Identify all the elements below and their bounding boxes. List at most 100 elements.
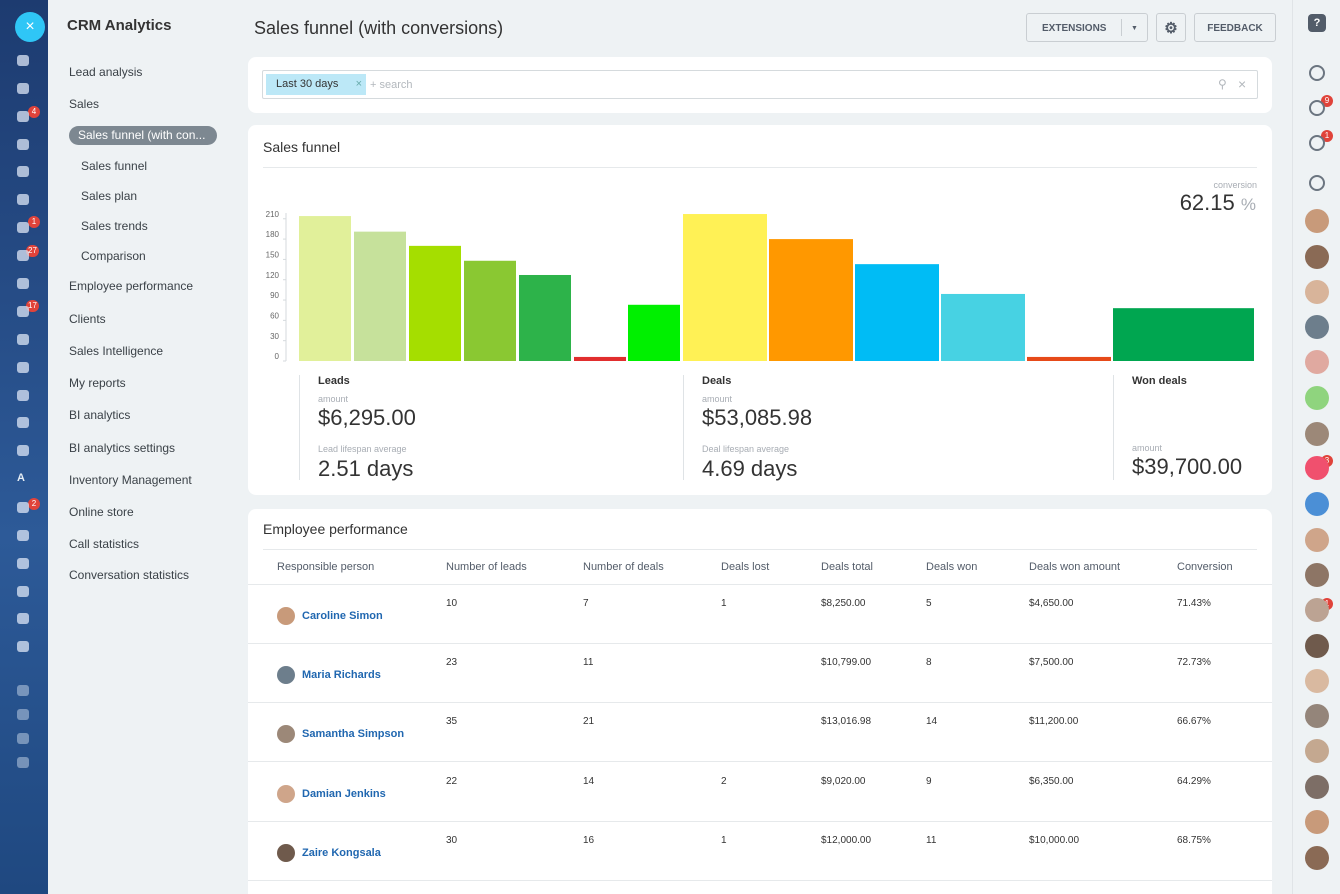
rail-icon[interactable] xyxy=(1309,65,1325,81)
feedback-button[interactable]: FEEDBACK xyxy=(1194,13,1276,42)
rail-icon[interactable] xyxy=(17,194,29,205)
rail-icon[interactable] xyxy=(17,709,29,720)
avatar[interactable] xyxy=(277,784,295,803)
close-button[interactable]: × xyxy=(15,12,45,42)
rail-icon[interactable] xyxy=(17,222,29,233)
menu-item[interactable]: Clients xyxy=(69,312,106,326)
cell: $12,000.00 xyxy=(821,834,872,846)
cell: 14 xyxy=(926,716,938,728)
submenu-item[interactable]: Sales trends xyxy=(81,219,148,233)
rail-letter[interactable]: A xyxy=(17,472,25,484)
avatar[interactable] xyxy=(1305,280,1329,304)
search-icon[interactable]: ⚲ xyxy=(1218,77,1227,91)
cell: 21 xyxy=(583,716,595,728)
rail-icon[interactable] xyxy=(17,250,29,261)
rail-icon[interactable] xyxy=(17,685,29,696)
avatar[interactable] xyxy=(277,666,295,685)
rail-icon[interactable] xyxy=(1309,135,1325,151)
menu-item[interactable]: Inventory Management xyxy=(69,473,192,487)
person-link[interactable]: Maria Richards xyxy=(302,669,381,682)
rail-icon[interactable] xyxy=(17,502,29,513)
search-input[interactable] xyxy=(262,70,1258,99)
menu-item-active[interactable]: Sales funnel (with con... xyxy=(69,126,217,145)
avatar[interactable] xyxy=(1305,634,1329,658)
avatar[interactable] xyxy=(1305,739,1329,763)
avatar[interactable] xyxy=(1305,563,1329,587)
avatar[interactable] xyxy=(1305,598,1329,622)
rail-icon[interactable] xyxy=(17,83,29,94)
rail-icon[interactable] xyxy=(1309,100,1325,116)
menu-item[interactable]: Employee performance xyxy=(69,279,194,293)
avatar[interactable] xyxy=(1305,386,1329,410)
avatar[interactable] xyxy=(1305,810,1329,834)
avatar[interactable] xyxy=(1305,350,1329,374)
cell: $9,020.00 xyxy=(821,775,866,787)
menu-item[interactable]: Lead analysis xyxy=(69,65,143,79)
rail-icon[interactable] xyxy=(17,278,29,289)
person-link[interactable]: Damian Jenkins xyxy=(302,787,386,800)
rail-icon[interactable] xyxy=(17,390,29,401)
person-link[interactable]: Zaire Kongsala xyxy=(302,846,381,859)
person-link[interactable]: Samantha Simpson xyxy=(302,728,405,741)
menu-item[interactable]: Sales xyxy=(69,97,100,111)
y-tick-label: 0 xyxy=(275,352,280,361)
rail-icon[interactable] xyxy=(17,306,29,317)
rail-icon[interactable] xyxy=(17,111,29,122)
avatar[interactable] xyxy=(1305,209,1329,233)
tag-label: Last 30 days xyxy=(276,78,339,90)
rail-icon[interactable] xyxy=(17,334,29,345)
avatar[interactable] xyxy=(1305,846,1329,870)
search-placeholder: + search xyxy=(370,79,413,91)
rail-icon[interactable] xyxy=(17,530,29,541)
avatar[interactable] xyxy=(1305,704,1329,728)
avatar[interactable] xyxy=(1305,492,1329,516)
filter-tag[interactable]: Last 30 days × xyxy=(266,74,366,95)
avatar[interactable] xyxy=(1305,422,1329,446)
rail-icon[interactable] xyxy=(17,558,29,569)
avatar[interactable] xyxy=(1305,245,1329,269)
submenu-item[interactable]: Comparison xyxy=(81,249,146,263)
badge: 17 xyxy=(26,300,39,312)
y-tick-label: 90 xyxy=(270,291,279,300)
rail-icon[interactable] xyxy=(17,166,29,177)
rail-icon[interactable] xyxy=(17,641,29,652)
menu-item[interactable]: Online store xyxy=(69,505,134,519)
rail-icon[interactable] xyxy=(17,55,29,66)
rail-icon[interactable] xyxy=(17,733,29,744)
rail-icon[interactable] xyxy=(17,445,29,456)
menu-item[interactable]: BI analytics settings xyxy=(69,441,176,455)
submenu-item[interactable]: Sales plan xyxy=(81,189,138,203)
avatar[interactable] xyxy=(1305,315,1329,339)
rail-icon[interactable] xyxy=(17,362,29,373)
rail-icon[interactable] xyxy=(17,613,29,624)
submenu-item[interactable]: Sales funnel xyxy=(81,159,148,173)
avatar[interactable] xyxy=(1305,528,1329,552)
rail-icon[interactable] xyxy=(1309,175,1325,191)
clear-icon[interactable]: × xyxy=(1238,76,1247,92)
avatar[interactable] xyxy=(277,725,295,744)
stat-label: amount xyxy=(1132,443,1163,453)
menu-item[interactable]: BI analytics xyxy=(69,408,131,422)
avatar[interactable] xyxy=(277,607,295,625)
avatar[interactable] xyxy=(277,843,295,862)
menu-item[interactable]: Sales Intelligence xyxy=(69,344,164,358)
card-title: Employee performance xyxy=(263,521,408,537)
rail-icon[interactable] xyxy=(17,139,29,150)
extensions-button[interactable]: EXTENSIONS ▼ xyxy=(1026,13,1148,42)
menu-item[interactable]: My reports xyxy=(69,376,126,390)
help-icon[interactable]: ? xyxy=(1308,14,1326,32)
menu-item[interactable]: Conversation statistics xyxy=(69,568,190,582)
person-link[interactable]: Caroline Simon xyxy=(302,610,383,622)
avatar[interactable] xyxy=(1305,456,1329,480)
rail-icon[interactable] xyxy=(17,417,29,428)
avatar[interactable] xyxy=(1305,775,1329,799)
rail-icon[interactable] xyxy=(17,757,29,768)
menu-item[interactable]: Call statistics xyxy=(69,537,140,551)
avatar[interactable] xyxy=(1305,669,1329,693)
settings-button[interactable]: ⚙ xyxy=(1156,13,1186,42)
y-tick-label: 180 xyxy=(266,230,280,239)
rail-icon[interactable] xyxy=(17,586,29,597)
cell: 72.73% xyxy=(1177,657,1211,669)
column-header: Conversion xyxy=(1177,561,1233,573)
